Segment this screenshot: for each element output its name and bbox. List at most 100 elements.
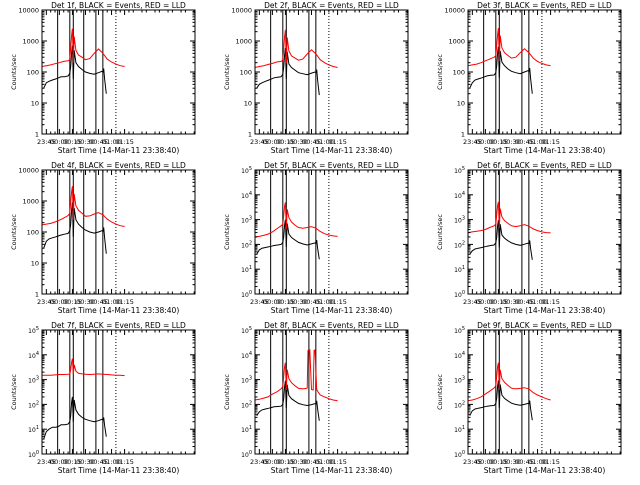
- y-tick-label: 105: [454, 326, 465, 335]
- chart-panel: 1 10 100 1000 10000 23:4500:0000:1500:3000:45…: [223, 1, 409, 155]
- y-tick-label: 10: [457, 100, 465, 108]
- y-tick-label: 100: [454, 290, 465, 299]
- y-tick-exponent: 5: [36, 326, 39, 332]
- y-tick-label: 101: [454, 265, 465, 274]
- y-tick-label: 104: [454, 191, 465, 200]
- x-tick-label: 00:30: [289, 138, 308, 146]
- plot-frame: [254, 169, 409, 295]
- chart-title: Det 1f, BLACK = Events, RED = LLD: [51, 1, 186, 10]
- x-axis-label: Start Time (14-Mar-11 23:38:40): [271, 146, 393, 155]
- x-tick-label: 00:15: [63, 138, 82, 146]
- x-tick-label: 00:00: [50, 138, 69, 146]
- y-tick-label: 104: [454, 351, 465, 360]
- y-tick-label: 10000: [18, 7, 39, 15]
- plot-frame: [467, 9, 622, 135]
- x-axis-label: Start Time (14-Mar-11 23:38:40): [484, 146, 606, 155]
- y-tick-label: 1: [461, 131, 465, 139]
- y-tick-exponent: 1: [249, 425, 252, 431]
- x-tick-label: 00:00: [50, 298, 69, 306]
- y-tick-label: 100: [453, 69, 465, 77]
- x-axis-label: Start Time (14-Mar-11 23:38:40): [271, 466, 393, 475]
- y-tick-label: 1000: [22, 38, 39, 46]
- x-tick-label: 00:45: [515, 298, 534, 306]
- y-axis-label: Counts/sec: [223, 374, 231, 410]
- chart-title: Det 9f, BLACK = Events, RED = LLD: [477, 321, 612, 330]
- y-tick-label: 100: [27, 69, 39, 77]
- y-tick-label: 104: [28, 351, 39, 360]
- y-tick-exponent: 3: [462, 376, 465, 382]
- y-axis-label: Counts/sec: [10, 214, 18, 250]
- lld-series-line: [467, 201, 551, 234]
- x-tick-label: 23:45: [463, 138, 482, 146]
- x-tick-label: 01:15: [541, 138, 560, 146]
- x-tick-label: 00:30: [76, 298, 95, 306]
- x-tick-label: 00:30: [502, 458, 521, 466]
- x-tick-label: 00:00: [263, 458, 282, 466]
- x-tick-label: 01:15: [328, 458, 347, 466]
- x-tick-label: 23:45: [37, 138, 56, 146]
- y-tick-exponent: 4: [249, 351, 252, 357]
- y-tick-exponent: 3: [249, 216, 252, 222]
- y-tick-label: 101: [241, 425, 252, 434]
- chart-title: Det 3f, BLACK = Events, RED = LLD: [477, 1, 612, 10]
- x-tick-label: 00:15: [276, 298, 295, 306]
- x-tick-label: 23:45: [37, 458, 56, 466]
- y-tick-label: 1000: [235, 38, 252, 46]
- y-tick-exponent: 5: [249, 326, 252, 332]
- y-tick-label: 10: [31, 100, 39, 108]
- y-tick-label: 1000: [448, 38, 465, 46]
- x-tick-label: 00:00: [50, 458, 69, 466]
- lld-series-line: [41, 28, 125, 67]
- plot-frame: [467, 329, 622, 455]
- x-tick-label: 00:00: [263, 138, 282, 146]
- y-tick-label: 10000: [18, 167, 39, 175]
- y-tick-label: 100: [241, 290, 252, 299]
- x-axis-label: Start Time (14-Mar-11 23:38:40): [58, 306, 180, 315]
- chart-panel: 10010110210310410523:4500:0000:1500:3000…: [223, 161, 409, 315]
- events-series-line: [256, 219, 320, 260]
- events-series-line: [469, 46, 533, 94]
- x-tick-label: 00:45: [515, 138, 534, 146]
- y-axis-label: Counts/sec: [10, 54, 18, 90]
- y-tick-exponent: 4: [462, 191, 465, 197]
- y-tick-exponent: 3: [249, 376, 252, 382]
- x-tick-label: 00:15: [489, 458, 508, 466]
- y-tick-exponent: 5: [462, 166, 465, 172]
- y-tick-label: 103: [454, 216, 465, 225]
- y-axis-label: Counts/sec: [436, 214, 444, 250]
- x-tick-label: 23:45: [250, 458, 269, 466]
- y-tick-label: 100: [27, 229, 39, 237]
- chart-panel: 10010110210310410523:4500:0000:1500:3000…: [436, 321, 622, 475]
- y-tick-exponent: 0: [249, 450, 252, 456]
- x-tick-label: 00:45: [89, 138, 108, 146]
- x-tick-label: 01:00: [315, 298, 334, 306]
- chart-panel: 1 10 100 1000 10000 23:4500:0000:1500:3000:45…: [436, 1, 622, 155]
- x-tick-label: 00:30: [502, 138, 521, 146]
- y-tick-exponent: 4: [462, 351, 465, 357]
- y-axis-label: Counts/sec: [10, 374, 18, 410]
- y-tick-exponent: 0: [249, 290, 252, 296]
- y-tick-exponent: 1: [462, 425, 465, 431]
- y-tick-label: 1: [248, 131, 252, 139]
- y-tick-exponent: 2: [462, 400, 465, 406]
- events-series-line: [469, 380, 533, 421]
- x-tick-label: 00:00: [476, 458, 495, 466]
- chart-title: Det 6f, BLACK = Events, RED = LLD: [477, 161, 612, 170]
- y-tick-exponent: 1: [249, 265, 252, 271]
- plot-frame: [41, 329, 196, 455]
- x-tick-label: 00:15: [63, 298, 82, 306]
- y-tick-label: 10000: [444, 7, 465, 15]
- y-tick-label: 105: [28, 326, 39, 335]
- x-tick-label: 00:45: [302, 138, 321, 146]
- x-axis-label: Start Time (14-Mar-11 23:38:40): [58, 146, 180, 155]
- y-tick-exponent: 2: [462, 240, 465, 246]
- x-tick-label: 00:30: [289, 298, 308, 306]
- lld-series-line: [467, 362, 551, 402]
- x-tick-label: 01:00: [102, 458, 121, 466]
- x-tick-label: 01:00: [102, 138, 121, 146]
- x-tick-label: 00:45: [89, 298, 108, 306]
- events-series-line: [43, 396, 107, 440]
- y-tick-exponent: 1: [36, 425, 39, 431]
- y-tick-label: 10: [31, 260, 39, 268]
